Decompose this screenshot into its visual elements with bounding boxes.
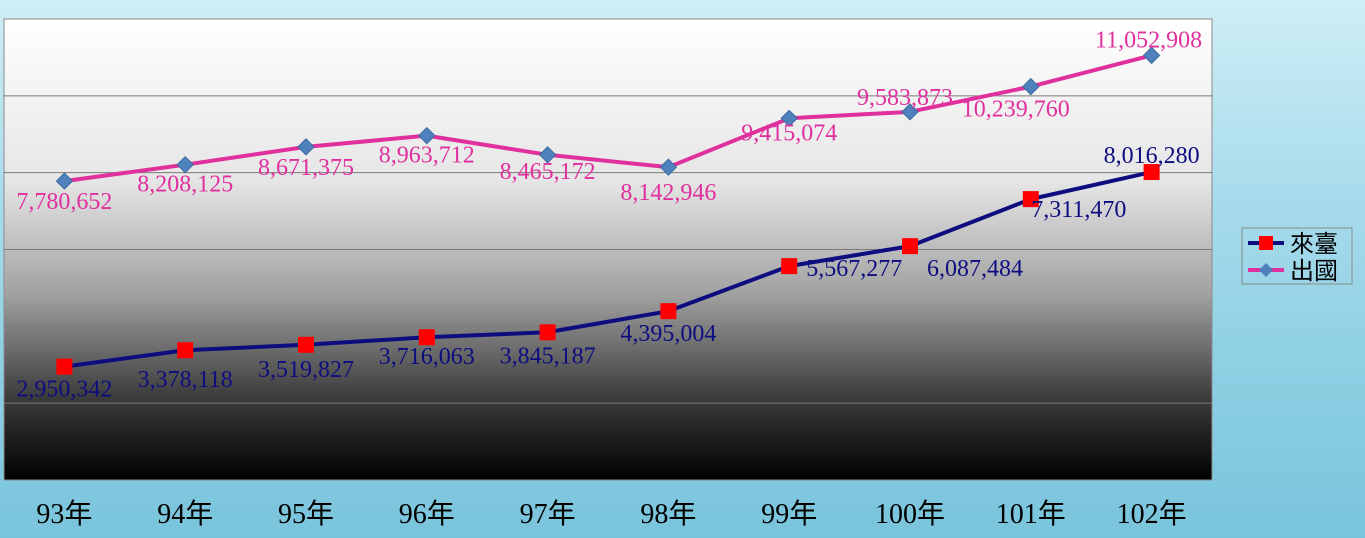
x-tick-label: 99年 bbox=[761, 498, 817, 530]
square-marker bbox=[298, 336, 314, 353]
data-label: 7,780,652 bbox=[16, 189, 112, 215]
square-marker bbox=[1022, 191, 1039, 208]
diamond-marker bbox=[659, 158, 678, 176]
legend-label: 出國 bbox=[1290, 258, 1338, 285]
x-axis-ticks: 93年 94年 95年 96年 97年 98年 99年 100年 101年 102年 bbox=[36, 498, 1186, 530]
legend-square-marker bbox=[1259, 236, 1273, 250]
data-label: 3,378,118 bbox=[138, 367, 233, 393]
data-markers bbox=[55, 46, 1161, 375]
x-tick-label: 93年 bbox=[36, 498, 92, 530]
legend-box bbox=[1241, 227, 1353, 285]
data-label: 9,583,873 bbox=[857, 85, 953, 111]
square-marker bbox=[660, 303, 677, 320]
diamond-marker bbox=[780, 109, 798, 128]
data-label: 3,716,063 bbox=[379, 344, 475, 370]
square-marker bbox=[902, 238, 918, 255]
x-tick-label: 98年 bbox=[640, 498, 696, 530]
data-label: 11,052,908 bbox=[1095, 27, 1202, 53]
data-label: 8,465,172 bbox=[500, 159, 596, 185]
data-label: 3,519,827 bbox=[258, 357, 354, 383]
data-label: 10,239,760 bbox=[962, 97, 1070, 123]
data-label: 8,963,712 bbox=[379, 143, 475, 169]
x-tick-label: 97年 bbox=[520, 498, 576, 530]
diamond-marker bbox=[55, 172, 74, 190]
data-label: 5,567,277 bbox=[806, 256, 902, 282]
x-tick-label: 102年 bbox=[1117, 498, 1187, 530]
x-tick-label: 100年 bbox=[875, 498, 945, 530]
diamond-marker bbox=[538, 146, 557, 164]
square-marker bbox=[56, 358, 73, 375]
series-lines bbox=[64, 53, 1153, 369]
data-label: 3,845,187 bbox=[500, 343, 596, 369]
data-label: 7,311,470 bbox=[1031, 197, 1126, 223]
x-tick-label: 95年 bbox=[278, 498, 334, 530]
x-tick-label: 94年 bbox=[157, 498, 213, 530]
square-marker bbox=[177, 342, 194, 359]
legend-label: 來臺 bbox=[1290, 231, 1338, 258]
diamond-marker bbox=[418, 126, 436, 145]
data-label: 9,415,074 bbox=[741, 120, 837, 146]
data-label: 4,395,004 bbox=[620, 321, 716, 347]
x-tick-label: 101年 bbox=[996, 498, 1066, 530]
diamond-marker bbox=[901, 103, 919, 121]
legend-diamond-marker bbox=[1259, 263, 1273, 277]
data-label: 8,142,946 bbox=[620, 180, 716, 206]
data-labels: 7,780,652 8,208,125 8,671,375 8,963,712 8,46… bbox=[16, 27, 1202, 402]
diamond-marker bbox=[297, 138, 315, 156]
diamond-marker bbox=[176, 155, 194, 174]
x-tick-label: 96年 bbox=[399, 498, 455, 530]
series-line bbox=[64, 170, 1153, 369]
data-label: 8,016,280 bbox=[1104, 143, 1200, 169]
data-label: 6,087,484 bbox=[927, 256, 1023, 282]
square-marker bbox=[418, 329, 435, 346]
diamond-marker bbox=[1142, 46, 1161, 65]
square-marker bbox=[539, 324, 556, 341]
data-label: 8,208,125 bbox=[137, 172, 233, 198]
data-label: 8,671,375 bbox=[258, 155, 354, 181]
gridlines bbox=[4, 95, 1212, 404]
series-line bbox=[64, 53, 1153, 184]
square-marker bbox=[1143, 164, 1160, 181]
square-marker bbox=[781, 258, 798, 275]
diamond-marker bbox=[1022, 77, 1040, 96]
data-label: 2,950,342 bbox=[16, 377, 112, 403]
